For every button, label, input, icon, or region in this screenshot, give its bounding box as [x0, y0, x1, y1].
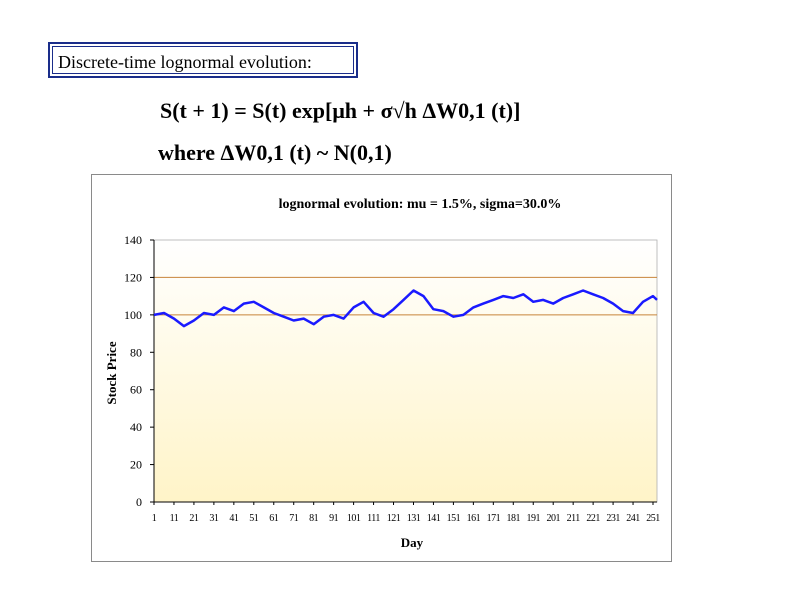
- x-tick-label: 41: [229, 513, 239, 524]
- x-tick-label: 231: [606, 513, 620, 524]
- x-tick-label: 91: [329, 513, 339, 524]
- x-tick-label: 131: [407, 513, 421, 524]
- x-tick-label: 61: [269, 513, 279, 524]
- y-tick-label: 120: [124, 270, 142, 284]
- y-tick-label: 60: [130, 383, 142, 397]
- slide-heading-box: Discrete-time lognormal evolution:: [48, 42, 358, 78]
- x-tick-label: 141: [427, 513, 441, 524]
- formula-line-2: where ΔW0,1 (t) ~ N(0,1): [158, 140, 392, 166]
- x-tick-label: 51: [249, 513, 258, 524]
- slide-heading-inner-border: [52, 46, 354, 74]
- x-tick-label: 151: [447, 513, 461, 524]
- x-tick-label: 251: [646, 513, 660, 524]
- x-tick-label: 111: [367, 513, 380, 524]
- y-tick-label: 0: [136, 495, 142, 509]
- x-tick-label: 81: [309, 513, 319, 524]
- x-tick-label: 211: [567, 513, 581, 524]
- chart-frame: lognormal evolution: mu = 1.5%, sigma=30…: [91, 174, 672, 562]
- plot-background: [153, 239, 658, 503]
- x-tick-label: 21: [189, 513, 199, 524]
- x-axis-label: Day: [401, 535, 424, 550]
- x-tick-label: 31: [209, 513, 219, 524]
- y-tick-label: 40: [130, 420, 142, 434]
- y-tick-label: 100: [124, 308, 142, 322]
- x-tick-label: 71: [289, 513, 299, 524]
- y-axis-label: Stock Price: [104, 341, 119, 404]
- chart-title: lognormal evolution: mu = 1.5%, sigma=30…: [279, 197, 562, 212]
- price-chart: lognormal evolution: mu = 1.5%, sigma=30…: [104, 197, 661, 550]
- series-line-1: [153, 289, 658, 328]
- x-tick-label: 171: [487, 513, 501, 524]
- x-tick-label: 161: [467, 513, 481, 524]
- x-tick-label: 191: [526, 513, 540, 524]
- x-tick-label: 241: [626, 513, 640, 524]
- x-tick-label: 1: [152, 513, 157, 524]
- x-tick-label: 201: [546, 513, 560, 524]
- x-tick-label: 181: [507, 513, 521, 524]
- x-tick-label: 221: [586, 513, 600, 524]
- formula-line-2-text: where ΔW0,1 (t) ~ N(0,1): [158, 140, 392, 165]
- x-tick-label: 11: [170, 513, 179, 524]
- formula-line-1: S(t + 1) = S(t) exp[μh + σ√h ΔW0,1 (t)]: [160, 98, 520, 124]
- x-tick-label: 121: [387, 513, 401, 524]
- y-tick-label: 20: [130, 458, 142, 472]
- y-tick-label: 140: [124, 233, 142, 247]
- y-tick-label: 80: [130, 345, 142, 359]
- slide-heading: Discrete-time lognormal evolution:: [58, 52, 312, 72]
- formula-line-1-text: S(t + 1) = S(t) exp[μh + σ√h ΔW0,1 (t)]: [160, 98, 521, 123]
- x-tick-label: 101: [347, 513, 361, 524]
